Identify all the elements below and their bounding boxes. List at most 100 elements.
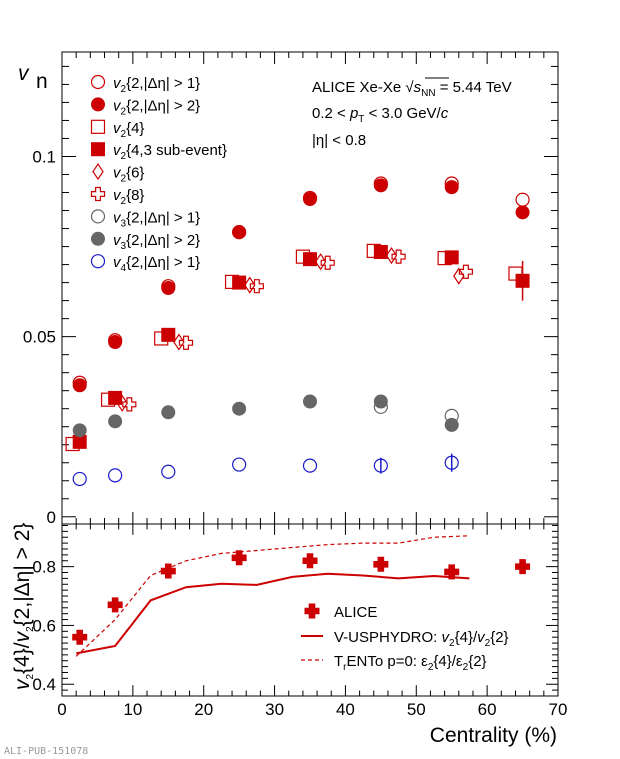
data-point — [302, 458, 318, 473]
bottom-axis-ticks: 0 10 20 30 40 50 60 70 0.4 0.6 0.8 — [32, 524, 567, 719]
top-axis-ticks: 0 0.05 0.1 — [23, 52, 559, 527]
legend-marker — [91, 142, 105, 157]
annotation-collision: ALICE Xe-Xe √sNN = 5.44 TeV — [312, 79, 512, 99]
legend-marker — [92, 163, 104, 181]
trento-curve — [75, 535, 470, 657]
data-point — [173, 333, 185, 351]
ratio-point — [107, 597, 123, 613]
legend-label: v2{2,|Δη| > 1} — [113, 75, 200, 95]
legend-marker — [91, 231, 105, 246]
data-point — [244, 276, 256, 294]
data-point — [108, 414, 123, 429]
data-point — [373, 394, 388, 409]
data-point — [444, 250, 459, 265]
data-point — [303, 192, 317, 207]
y-tick-label-top: 0.1 — [32, 147, 56, 166]
bottom-panel-frame — [61, 523, 559, 697]
bottom-ylabel: v2{4}/v2{2,|Δη| > 2} — [11, 523, 36, 690]
annotation-eta: |η| < 0.8 — [312, 132, 366, 149]
data-point — [232, 225, 247, 240]
data-point — [385, 246, 398, 265]
data-point — [391, 249, 406, 264]
ratio-point — [160, 563, 176, 579]
data-point — [303, 394, 317, 409]
y-tick-label-top: 0.05 — [23, 328, 56, 347]
legend-label: v2{2,|Δη| > 2} — [113, 97, 200, 117]
legend-label-bottom: ALICE — [334, 604, 377, 621]
top-ylabel: v — [18, 62, 30, 85]
data-point — [444, 417, 459, 432]
legend-label: v3{2,|Δη| > 2} — [113, 232, 200, 252]
legend-marker-bottom — [304, 603, 320, 619]
y-tick-label-bottom: 0.4 — [32, 675, 56, 694]
legend-marker — [90, 209, 106, 224]
data-point — [515, 192, 530, 207]
hydro-curve — [76, 572, 470, 655]
x-axis-title: Centrality (%) — [430, 724, 557, 747]
data-point — [320, 255, 335, 270]
legend-top: v2{2,|Δη| > 1}v2{2,|Δη| > 2} v2{4}v2{4,3 … — [90, 74, 227, 274]
data-point — [161, 327, 176, 342]
x-tick-label: 50 — [407, 700, 426, 719]
y-tick-label-bottom: 0.8 — [32, 558, 56, 577]
data-point — [108, 468, 123, 483]
data-point — [108, 335, 123, 350]
top-panel-marks — [65, 176, 530, 487]
legend-bottom: ALICE V-USPHYDRO: v2{4}/v2{2} TrENTo p=0: … — [301, 603, 509, 673]
x-tick-label: 30 — [265, 700, 284, 719]
x-tick-label: 40 — [336, 700, 355, 719]
top-ylabel-sub: n — [36, 70, 48, 93]
legend-label: v2{6} — [113, 165, 144, 185]
data-point — [232, 275, 247, 290]
x-tick-label: 0 — [57, 700, 66, 719]
legend-label: v4{2,|Δη| > 1} — [113, 254, 200, 274]
data-point — [161, 281, 176, 295]
data-point — [314, 253, 327, 271]
data-point — [116, 394, 128, 412]
data-point — [232, 401, 247, 416]
legend-label: v2{8} — [113, 187, 144, 207]
legend-label: v2{4} — [113, 120, 144, 140]
legend-label-bottom: V-USPHYDRO: v2{4}/v2{2} — [334, 629, 509, 649]
legend-label: v2{4,3 sub-event} — [113, 142, 227, 162]
y-tick-label-top: 0 — [47, 508, 56, 527]
data-point — [373, 458, 388, 473]
data-point — [232, 457, 247, 472]
data-point — [72, 471, 87, 487]
data-point — [72, 378, 87, 393]
data-point — [444, 455, 459, 470]
ratio-point — [515, 559, 531, 575]
legend-label: v3{2,|Δη| > 1} — [113, 209, 200, 229]
data-point — [122, 397, 137, 412]
data-point — [178, 335, 194, 350]
ratio-point — [72, 629, 88, 645]
legend-marker — [90, 74, 106, 90]
data-point — [515, 273, 530, 288]
ratio-point — [373, 556, 389, 572]
data-point — [72, 423, 87, 438]
x-tick-label: 10 — [123, 700, 142, 719]
data-point — [373, 244, 388, 259]
annotation-pt: 0.2 < pT < 3.0 GeV/c — [312, 105, 449, 125]
data-point — [444, 180, 459, 195]
data-point — [458, 264, 473, 279]
legend-marker — [90, 119, 106, 134]
y-tick-label-bottom: 0.6 — [32, 616, 56, 635]
annotation-block: ALICE Xe-Xe √sNN = 5.44 TeV 0.2 < pT < 3… — [312, 77, 512, 149]
data-point — [108, 390, 123, 405]
data-point — [373, 178, 388, 193]
x-tick-label: 20 — [194, 700, 213, 719]
data-point — [303, 252, 317, 267]
ratio-point — [302, 553, 318, 569]
x-tick-label: 70 — [549, 700, 568, 719]
legend-marker — [90, 254, 106, 269]
legend-label-bottom: TrENTo p=0: ε2{4}/ε2{2} — [334, 653, 487, 673]
ratio-point — [231, 550, 247, 566]
data-point — [161, 464, 176, 479]
legend-marker — [90, 186, 106, 202]
data-point — [515, 205, 530, 220]
watermark: ALI-PUB-151078 — [4, 746, 88, 757]
x-tick-label: 60 — [478, 700, 497, 719]
ratio-point — [444, 564, 460, 580]
